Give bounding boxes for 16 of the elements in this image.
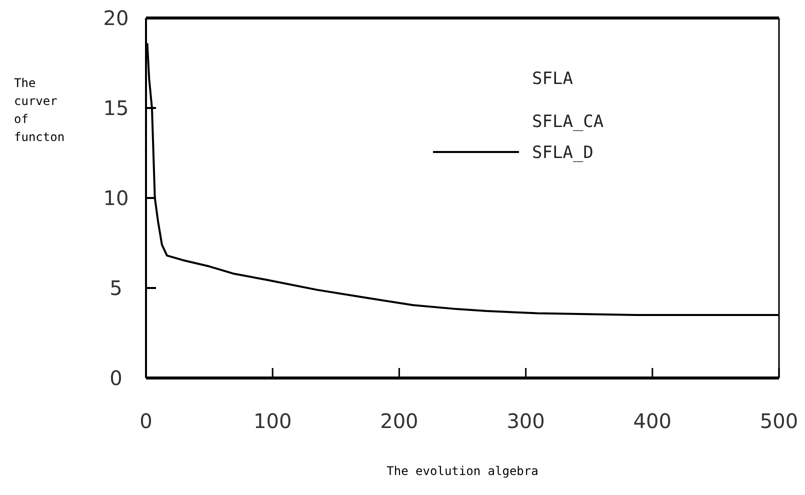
annotation: SFLA (532, 69, 573, 89)
y-tick-label: 5 (110, 276, 122, 300)
x-tick-label: 200 (380, 409, 418, 433)
x-tick-label: 100 (254, 409, 292, 433)
y-tick-label: 15 (103, 96, 129, 120)
x-tick-label: 400 (633, 409, 672, 433)
y-tick-label: 0 (110, 366, 122, 390)
x-tick-label: 300 (506, 409, 545, 433)
annotation: SFLA_CA (532, 112, 604, 132)
text: SFLA_D (532, 143, 594, 163)
x-tick-label: 500 (760, 409, 798, 433)
x-axis-title: The evolution algebra (386, 464, 538, 478)
y-tick-label: 20 (103, 6, 129, 30)
y-axis-title: The curver of functon (14, 76, 65, 144)
y-tick-label: 10 (103, 186, 129, 210)
x-tick-label: 0 (140, 409, 152, 433)
